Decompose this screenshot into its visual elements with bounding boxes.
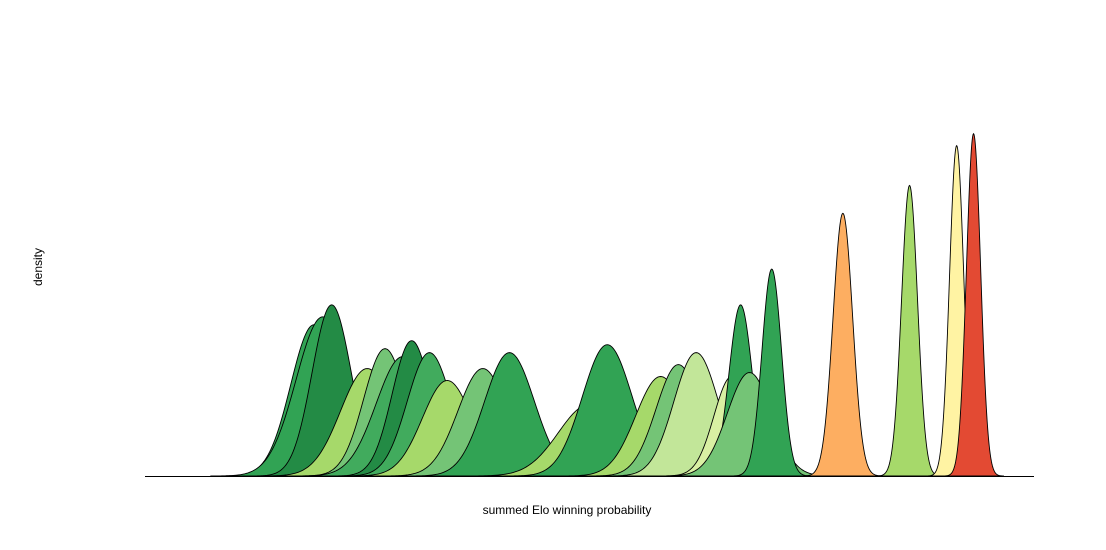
density-curve-24 xyxy=(943,132,1004,477)
density-curve-21 xyxy=(801,212,885,477)
density-curve-22 xyxy=(875,184,944,477)
density-curves xyxy=(210,132,1004,477)
x-axis-label: summed Elo winning probability xyxy=(483,503,652,517)
y-axis-label: density xyxy=(31,248,45,286)
density-curve-20 xyxy=(730,268,814,477)
